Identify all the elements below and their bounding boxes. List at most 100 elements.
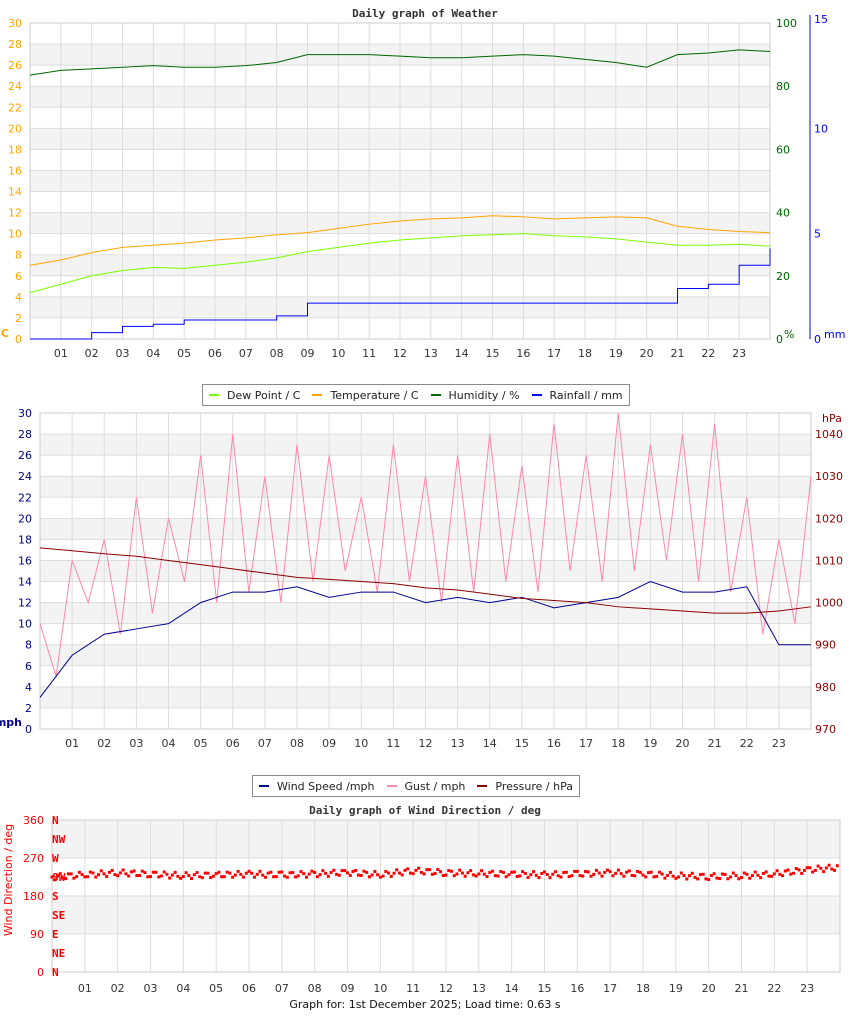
- wind-direction-point: [562, 871, 566, 875]
- x-tick-label: 01: [54, 347, 68, 360]
- wind-direction-point: [378, 875, 382, 879]
- y-tick-label-far-right: 0: [814, 333, 821, 346]
- wind-direction-point: [436, 867, 440, 871]
- y-tick-label-left: 4: [25, 681, 32, 694]
- wind-direction-point: [283, 874, 287, 878]
- weather-chart-title: Daily graph of Weather: [352, 7, 498, 20]
- wind-direction-point: [657, 870, 661, 874]
- x-tick-label: 22: [767, 982, 781, 995]
- wind-direction-point: [512, 870, 516, 874]
- x-tick-label: 02: [97, 737, 111, 750]
- wind-direction-point: [159, 874, 163, 878]
- y-tick-label-right: 80: [776, 80, 790, 93]
- x-tick-label: 09: [301, 347, 315, 360]
- x-tick-label: 22: [701, 347, 715, 360]
- wind-direction-point: [567, 875, 571, 879]
- wind-direction-point: [463, 874, 467, 878]
- x-tick-label: 07: [239, 347, 253, 360]
- wind-direction-point: [638, 870, 642, 874]
- x-tick-label: 14: [455, 347, 469, 360]
- wind-direction-point: [668, 870, 672, 874]
- wind-direction-point: [715, 876, 719, 880]
- weather-legend: Dew Point / C Temperature / C Humidity /…: [202, 384, 630, 406]
- legend-label: Temperature / C: [330, 388, 419, 402]
- y-tick-label-left: 270: [23, 852, 44, 865]
- x-tick-label: 05: [209, 982, 223, 995]
- wind-direction-point: [266, 871, 270, 875]
- wind-direction-point: [127, 874, 131, 878]
- wind-direction-point: [296, 874, 300, 878]
- wind-direction-point: [214, 872, 218, 876]
- wind-direction-point: [168, 876, 172, 880]
- wind-direction-point: [504, 875, 508, 879]
- x-tick-label: 13: [451, 737, 465, 750]
- y-tick-label-left: 10: [8, 228, 22, 241]
- wind-direction-point: [737, 877, 741, 881]
- x-tick-label: 19: [609, 347, 623, 360]
- pressure-hpa-series: [39, 547, 812, 614]
- x-tick-label: 20: [676, 737, 690, 750]
- wind-direction-point: [745, 872, 749, 876]
- x-tick-label: 07: [275, 982, 289, 995]
- y-unit-right: hPa: [822, 412, 842, 425]
- y-tick-label-left: 360: [23, 814, 44, 827]
- wind-direction-point: [830, 867, 834, 871]
- wind-direction-point: [220, 875, 224, 879]
- wind-direction-point: [422, 872, 426, 876]
- wind-direction-point: [146, 875, 150, 879]
- wind-direction-point: [471, 873, 475, 877]
- wind-direction-point: [58, 872, 62, 876]
- wind-direction-point: [181, 875, 185, 879]
- dew-point-swatch: [209, 394, 219, 396]
- wind-direction-point: [138, 873, 142, 877]
- wind-direction-point: [154, 870, 158, 874]
- wind-direction-point: [75, 875, 79, 879]
- wind-direction-point: [485, 875, 489, 879]
- compass-label: W: [52, 852, 59, 865]
- wind-direction-point: [149, 875, 152, 879]
- wind-direction-point: [693, 875, 697, 879]
- wind-direction-point: [343, 869, 347, 873]
- legend-label: Pressure / hPa: [495, 779, 573, 793]
- wind-direction-point: [480, 869, 484, 873]
- wind-direction-point: [209, 876, 213, 880]
- wind-direction-point: [518, 874, 522, 878]
- y-tick-label-right: 980: [815, 681, 836, 694]
- dew-point-c-series: [29, 233, 771, 294]
- wind-direction-point: [433, 872, 437, 876]
- y-tick-label-right: 1030: [815, 470, 843, 483]
- wind-direction-point: [491, 869, 495, 873]
- x-tick-label: 08: [290, 737, 304, 750]
- wind-direction-point: [605, 868, 609, 872]
- wind-direction-point: [340, 869, 344, 873]
- y-unit-right: %: [784, 328, 794, 341]
- x-tick-label: 21: [735, 982, 749, 995]
- wind-direction-point: [551, 872, 555, 876]
- y-tick-label-left: 28: [18, 428, 32, 441]
- wind-direction-point: [616, 868, 620, 872]
- wind-direction-point: [688, 874, 692, 878]
- x-tick-label: 06: [242, 982, 256, 995]
- x-tick-label: 16: [516, 347, 530, 360]
- pressure-swatch: [477, 785, 488, 787]
- wind-direction-point: [187, 874, 191, 878]
- wind-direction-point: [165, 872, 169, 876]
- wind-direction-point: [118, 871, 122, 875]
- x-tick-label: 19: [643, 737, 657, 750]
- wind-direction-point: [827, 863, 831, 867]
- x-tick-label: 11: [362, 347, 376, 360]
- wind-direction-point: [767, 874, 771, 878]
- wind-direction-point: [559, 875, 563, 879]
- x-tick-label: 18: [611, 737, 625, 750]
- wind-direction-point: [646, 871, 650, 875]
- wind-direction-point: [184, 871, 188, 875]
- wind-direction-point: [649, 870, 653, 874]
- wind-direction-point: [86, 875, 90, 879]
- wind-direction-point: [272, 875, 276, 879]
- wind-direction-point: [395, 868, 399, 872]
- wind-direction-point: [455, 872, 459, 876]
- humidity-series: [29, 49, 771, 76]
- wind-direction-point: [239, 872, 243, 876]
- wind-direction-point: [113, 873, 117, 877]
